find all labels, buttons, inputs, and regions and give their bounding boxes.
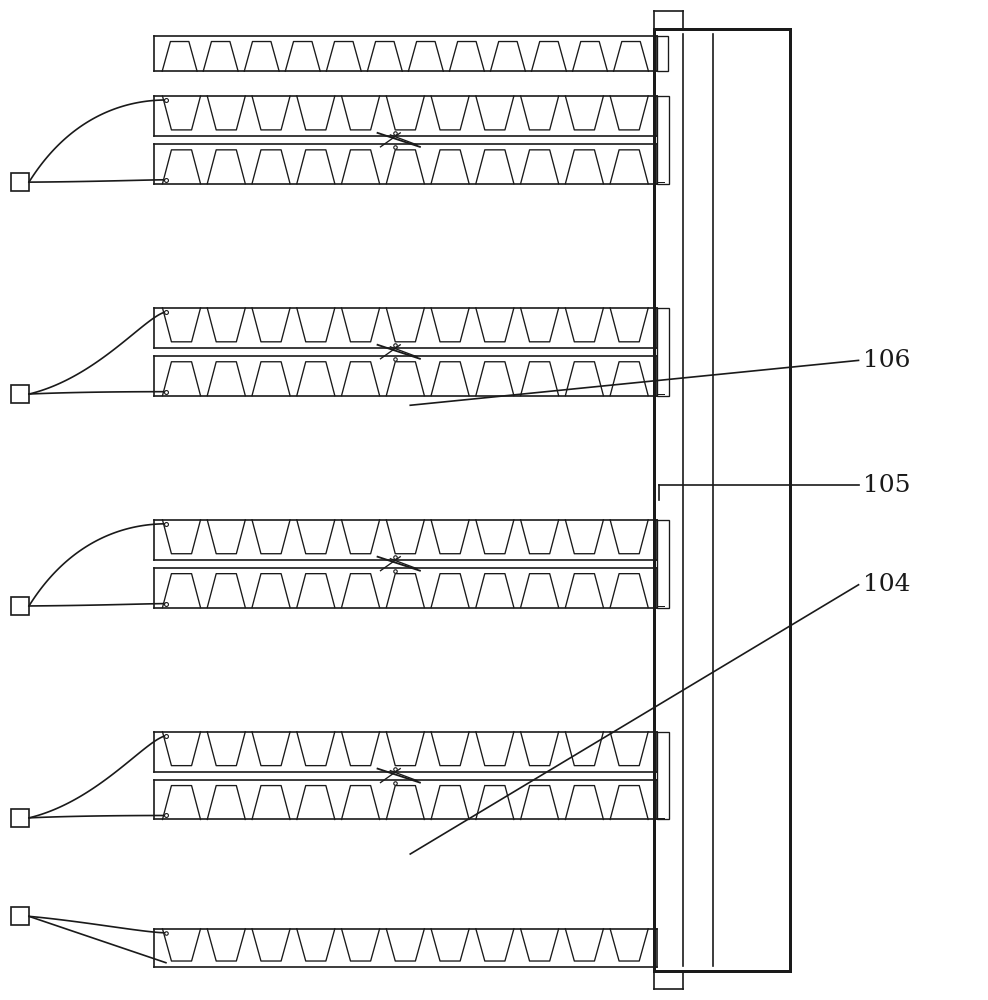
Bar: [11, 809, 29, 827]
Text: 104: 104: [864, 573, 911, 596]
Bar: [657, 520, 669, 608]
Bar: [657, 308, 669, 396]
Bar: [11, 597, 29, 615]
Bar: [11, 173, 29, 191]
Bar: [657, 732, 669, 819]
Bar: [657, 36, 669, 71]
Bar: [11, 385, 29, 403]
Bar: [657, 96, 669, 184]
Text: 106: 106: [864, 349, 911, 372]
Bar: [11, 907, 29, 925]
Text: 105: 105: [864, 474, 911, 497]
